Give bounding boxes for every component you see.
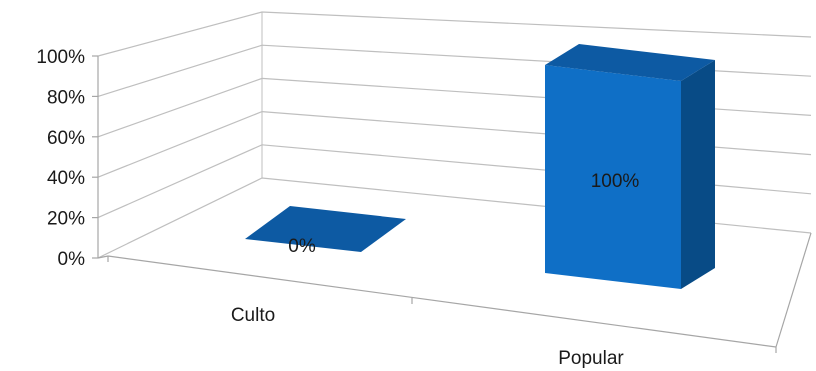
- bar-front-face: [545, 65, 681, 289]
- axes: [92, 12, 812, 353]
- floor-left-edge: [97, 255, 109, 259]
- data-label: 0%: [288, 236, 316, 257]
- y-tick-label: 20%: [47, 209, 85, 230]
- y-tick-label: 100%: [36, 47, 85, 68]
- y-tick-label: 0%: [58, 249, 86, 270]
- floor-right-edge: [775, 232, 812, 348]
- gridline: [97, 11, 812, 57]
- category-labels: Culto Popular: [231, 305, 625, 369]
- bar-side-face: [681, 60, 715, 289]
- bar-culto: [245, 206, 406, 252]
- y-tick-labels: 0% 20% 40% 60% 80% 100%: [36, 47, 85, 270]
- data-labels: 0% 100%: [288, 171, 639, 257]
- data-label: 100%: [591, 171, 640, 192]
- y-tick-label: 80%: [47, 87, 85, 108]
- y-tick-label: 40%: [47, 168, 85, 189]
- bar-popular: [545, 44, 715, 289]
- bar-top-face: [245, 206, 406, 252]
- x-axis-line: [107, 255, 777, 348]
- bars: [245, 44, 715, 289]
- category-label: Popular: [558, 348, 624, 369]
- bar-top-face: [545, 44, 715, 81]
- category-label: Culto: [231, 305, 275, 326]
- y-tick-label: 60%: [47, 128, 85, 149]
